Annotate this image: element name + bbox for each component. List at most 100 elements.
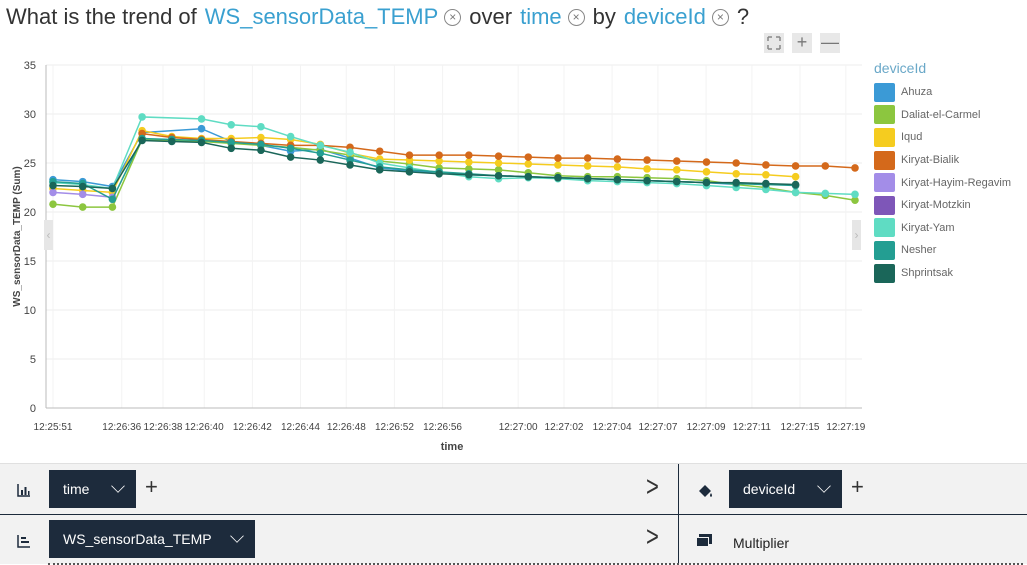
data-point [286,144,295,153]
legend-label: Kiryat-Hayim-Regavim [901,176,1012,189]
data-point [524,153,533,161]
scroll-left-icon[interactable]: ‹ [44,220,53,250]
dimension-token[interactable]: time [520,4,562,29]
legend-item[interactable]: Kiryat-Motzkin [874,194,1027,217]
data-point [465,151,473,159]
legend-label: Nesher [901,244,937,257]
x-tick-label: 12:26:38 [144,422,183,433]
data-point [762,170,770,179]
legend-swatch [874,240,895,260]
remove-group-icon[interactable]: × [711,8,729,26]
data-point [316,149,325,157]
x-field-pill[interactable]: time [49,470,136,508]
data-point [286,132,295,141]
x-tick-label: 12:27:02 [545,422,584,433]
data-point [108,203,117,211]
data-point [821,162,830,170]
data-point [494,171,503,180]
y-axis-title: WS_sensorData_TEMP (Sum) [12,166,23,306]
legend-item[interactable]: Shprintsak [874,262,1027,285]
shelf-divider [678,464,679,565]
data-point [435,157,443,165]
y-field-pill[interactable]: WS_sensorData_TEMP [49,520,255,558]
data-point [435,169,443,178]
x-tick-label: 12:27:00 [499,422,538,433]
remove-dimension-icon[interactable]: × [567,8,585,26]
data-point [762,161,770,169]
data-point [791,180,800,189]
data-point [672,177,681,186]
data-point [732,159,740,167]
data-point [613,175,622,184]
legend-item[interactable]: Ahuza [874,81,1027,104]
legend-item[interactable]: Kiryat-Hayim-Regavim [874,171,1027,194]
data-point [851,196,859,205]
data-point [732,178,740,187]
legend-item[interactable]: Nesher [874,239,1027,262]
data-point [316,156,325,164]
y-tick-label: 30 [24,109,36,121]
x-tick-label: 12:26:52 [375,422,414,433]
legend-item[interactable]: Kiryat-Bialik [874,149,1027,172]
data-point [257,146,265,155]
expand-icon[interactable] [764,33,784,53]
chevron-down-icon [111,479,125,493]
data-point [791,188,800,197]
legend-item[interactable]: Iqud [874,126,1027,149]
data-point [405,168,414,176]
multiplier-icon [695,534,713,553]
legend-item[interactable]: Daliat-el-Carmel [874,104,1027,127]
zoom-out-button[interactable]: — [820,32,840,53]
data-point [227,144,236,153]
multiplier-label[interactable]: Multiplier [733,535,790,551]
data-point [494,166,503,174]
expand-row-button[interactable]: > [646,520,659,553]
x-tick-label: 12:26:40 [185,422,224,433]
x-tick-label: 12:26:42 [233,422,272,433]
scroll-right-icon[interactable]: › [852,220,861,250]
series-line [52,129,796,194]
chevron-down-icon [230,529,244,543]
legend-swatch [874,218,895,238]
data-point [524,160,533,168]
data-point [524,172,533,181]
legend-label: Kiryat-Bialik [901,154,960,167]
data-point [257,140,265,149]
data-point [346,148,354,157]
expand-row-button[interactable]: > [646,470,659,503]
x-axis-title: time [441,441,464,453]
zoom-in-button[interactable]: + [792,33,812,53]
group-token[interactable]: deviceId [623,4,706,29]
data-point [643,156,651,164]
color-field-pill[interactable]: deviceId [729,470,842,508]
data-point [405,151,414,159]
data-point [78,203,87,211]
legend-label: Iqud [901,131,923,144]
x-tick-label: 12:27:07 [638,422,677,433]
question-prefix: What is the trend of [6,4,197,29]
data-point [435,151,443,159]
data-point [108,195,117,204]
paint-bucket-icon [696,482,714,505]
measure-token[interactable]: WS_sensorData_TEMP [204,4,439,29]
x-tick-label: 12:26:56 [423,422,462,433]
y-tick-label: 5 [30,354,36,366]
data-point [791,172,800,181]
legend-label: Kiryat-Motzkin [901,199,971,212]
y-tick-label: 10 [24,305,36,317]
data-point [494,159,503,167]
data-point [732,169,740,178]
legend-label: Kiryat-Yam [901,221,955,234]
remove-measure-icon[interactable]: × [444,8,462,26]
legend-swatch [874,127,895,147]
question-suffix: ? [736,4,750,29]
data-point [613,155,622,163]
color-field-label: deviceId [743,481,796,497]
x-field-label: time [63,481,90,497]
add-color-field-button[interactable]: + [851,474,864,499]
legend-item[interactable]: Kiryat-Yam [874,217,1027,240]
data-point [78,182,87,191]
data-point [702,158,711,166]
add-x-field-button[interactable]: + [145,474,158,499]
